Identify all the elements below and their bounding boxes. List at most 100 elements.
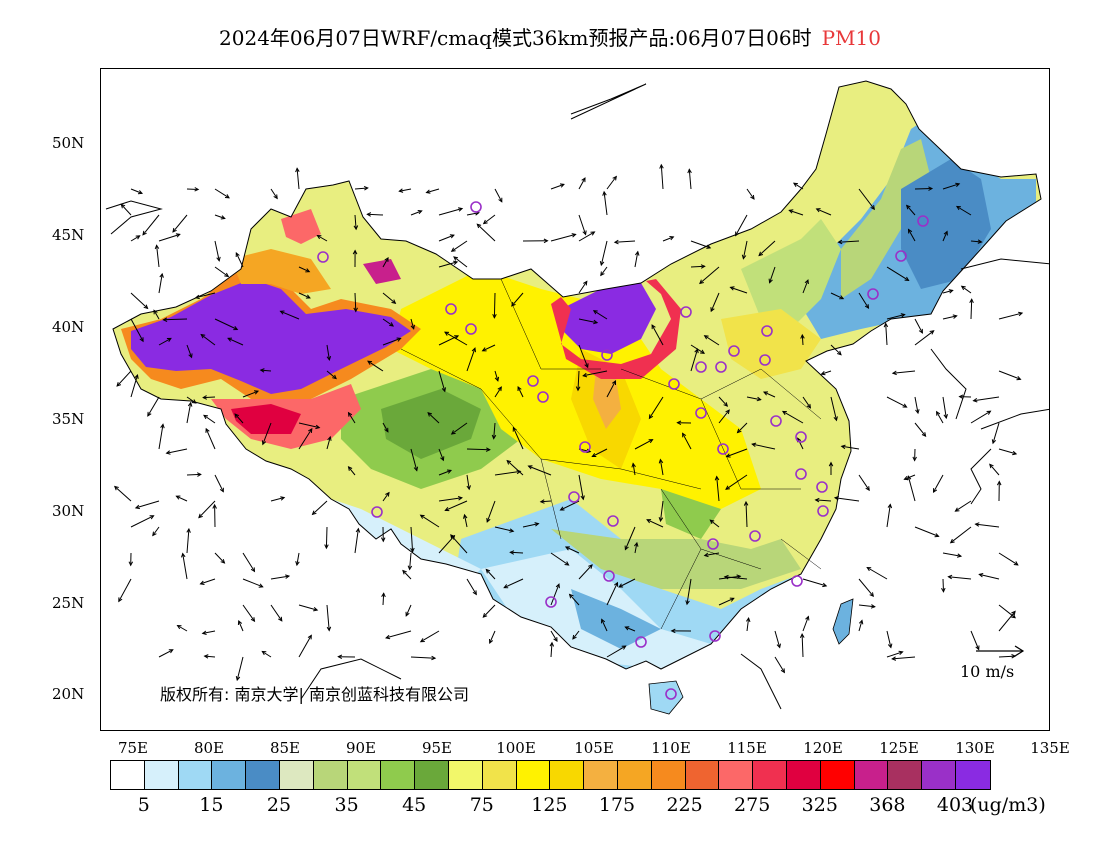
- wind-arrow: [991, 422, 1000, 445]
- wind-arrow: [489, 630, 496, 645]
- wind-arrow: [427, 412, 440, 424]
- city-marker: [635, 636, 647, 648]
- wind-arrow: [932, 474, 944, 494]
- wind-arrow: [550, 233, 577, 242]
- wind-arrow: [147, 396, 160, 417]
- city-marker: [317, 251, 329, 263]
- wind-arrow: [670, 628, 692, 634]
- wind-arrow: [575, 370, 581, 392]
- wind-arrow: [214, 188, 230, 199]
- wind-arrow: [830, 344, 842, 356]
- wind-arrow: [690, 264, 706, 269]
- lon-tick: 135E: [1030, 739, 1070, 757]
- wind-arrow: [326, 604, 332, 632]
- legend-swatch: [448, 761, 483, 789]
- wind-arrow: [814, 497, 832, 503]
- lat-tick: 35N: [52, 410, 85, 428]
- wind-arrow: [592, 310, 608, 320]
- wind-arrow: [198, 500, 216, 519]
- wind-arrow: [941, 578, 946, 593]
- lon-tick: 75E: [117, 739, 149, 757]
- wind-arrow: [438, 335, 460, 346]
- wind-arrow: [158, 272, 164, 294]
- wind-arrow: [235, 656, 244, 682]
- wind-arrow: [602, 190, 608, 216]
- wind-arrow: [354, 185, 369, 191]
- wind-arrow: [503, 578, 524, 589]
- wind-arrow: [974, 522, 1000, 528]
- wind-arrow: [405, 604, 412, 617]
- lon-tick: 100E: [496, 739, 536, 757]
- wind-arrow: [158, 337, 172, 346]
- lon-tick: 105E: [574, 739, 614, 757]
- legend-label: 25: [266, 794, 292, 816]
- wind-arrow: [270, 188, 278, 200]
- wind-arrow: [690, 348, 699, 372]
- wind-arrow: [298, 292, 311, 299]
- legend-label: 325: [801, 794, 838, 816]
- wind-arrow: [242, 552, 256, 573]
- city-marker: [465, 323, 477, 335]
- legend-label: 35: [334, 794, 359, 816]
- wind-arrow: [200, 333, 216, 346]
- wind-arrow: [800, 333, 805, 346]
- wind-arrow: [298, 634, 312, 658]
- legend-swatch: [381, 761, 416, 789]
- wind-arrow: [128, 552, 134, 567]
- city-marker: [707, 538, 719, 550]
- wind-arrow: [367, 360, 384, 372]
- wind-arrow: [419, 630, 440, 643]
- wind-arrow: [235, 251, 244, 268]
- wind-arrow: [214, 240, 221, 262]
- wind-arrow: [202, 395, 216, 400]
- wind-arrow: [270, 574, 291, 580]
- wind-arrow: [494, 526, 515, 533]
- wind-arrow: [907, 228, 916, 242]
- wind-arrow: [676, 420, 692, 426]
- pm10-concentration-map: [105, 80, 1049, 715]
- wind-arrow: [444, 331, 468, 346]
- city-marker: [568, 491, 580, 503]
- wind-arrow: [837, 239, 860, 245]
- wind-arrow: [746, 396, 762, 402]
- wind-arrow: [714, 475, 720, 502]
- wind-arrow: [410, 318, 415, 330]
- wind-arrow: [295, 552, 300, 567]
- wind-arrow: [506, 459, 524, 476]
- wind-arrow: [858, 578, 874, 598]
- wind-arrow: [802, 578, 828, 588]
- wind-arrow: [172, 214, 188, 233]
- wind-arrow: [199, 578, 216, 585]
- wind-arrow: [906, 475, 916, 502]
- wind-arrow: [398, 188, 412, 193]
- wind-arrow: [463, 513, 468, 528]
- city-marker: [795, 468, 807, 480]
- wind-arrow: [690, 240, 712, 249]
- wind-arrow: [709, 519, 720, 528]
- wind-arrow: [914, 330, 935, 346]
- wind-arrow: [942, 314, 958, 320]
- wind-arrow: [295, 167, 300, 190]
- legend-swatch: [482, 761, 517, 789]
- wind-arrow: [118, 578, 132, 603]
- wind-arrow: [550, 552, 570, 566]
- wind-arrow: [203, 654, 216, 659]
- city-marker: [728, 345, 740, 357]
- city-marker: [537, 391, 549, 403]
- wind-arrow: [606, 645, 627, 658]
- wind-arrow: [385, 630, 412, 640]
- city-marker: [371, 506, 383, 518]
- city-marker: [603, 570, 615, 582]
- city-marker: [717, 443, 729, 455]
- wind-arrow: [658, 458, 664, 476]
- lon-tick: 80E: [193, 739, 225, 757]
- wind-arrow: [485, 568, 496, 580]
- wind-arrow: [886, 396, 908, 408]
- city-marker: [668, 378, 680, 390]
- legend-label: 175: [598, 794, 636, 816]
- wind-arrow: [214, 214, 226, 220]
- wind-arrow: [886, 266, 910, 281]
- wind-arrow: [830, 396, 838, 422]
- wind-arrow: [891, 656, 916, 661]
- wind-arrow: [955, 205, 972, 216]
